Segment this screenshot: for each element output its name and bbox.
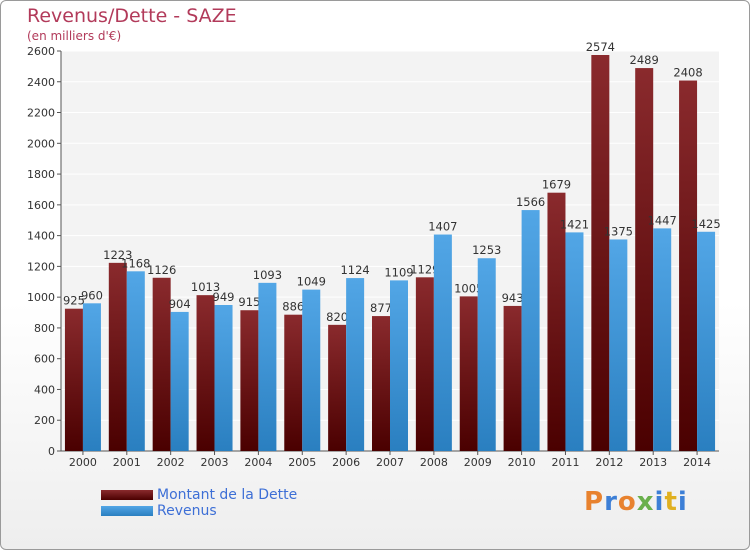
y-tick-label: 400 xyxy=(34,383,55,396)
y-tick-label: 800 xyxy=(34,322,55,335)
bar-revenus xyxy=(433,234,452,451)
bar-dette xyxy=(547,192,566,451)
bar-dette xyxy=(152,277,171,451)
data-label-revenus: 1253 xyxy=(472,243,501,257)
y-tick-label: 600 xyxy=(34,353,55,366)
bar-revenus xyxy=(609,239,628,451)
bar-revenus xyxy=(302,289,321,451)
data-label-dette: 877 xyxy=(370,301,392,315)
bar-revenus xyxy=(126,271,145,451)
chart-subtitle: (en milliers d'€) xyxy=(27,29,122,43)
data-label-dette: 886 xyxy=(282,300,304,314)
data-label-dette: 915 xyxy=(238,295,260,309)
x-tick-label: 2006 xyxy=(332,456,360,469)
y-tick-label: 1000 xyxy=(27,291,55,304)
data-label-revenus: 1566 xyxy=(516,195,545,209)
data-label-dette: 1126 xyxy=(147,263,176,277)
data-label-revenus: 1124 xyxy=(340,263,369,277)
data-label-dette: 1223 xyxy=(103,248,132,262)
bar-revenus xyxy=(697,231,716,451)
data-label-revenus: 1049 xyxy=(297,275,326,289)
data-label-dette: 1005 xyxy=(454,281,483,295)
bar-revenus xyxy=(390,280,408,451)
y-tick-label: 1800 xyxy=(27,168,55,181)
data-label-dette: 2408 xyxy=(673,66,702,80)
bar-dette xyxy=(679,80,698,452)
data-label-revenus: 949 xyxy=(213,290,235,304)
data-label-revenus: 960 xyxy=(81,288,103,302)
data-label-revenus: 904 xyxy=(169,297,191,311)
y-tick-label: 1600 xyxy=(27,199,55,212)
bar-revenus xyxy=(565,232,584,451)
y-tick-label: 200 xyxy=(34,414,55,427)
data-label-revenus: 1375 xyxy=(604,224,633,238)
data-label-revenus: 1421 xyxy=(560,217,589,231)
data-label-dette: 820 xyxy=(326,310,348,324)
x-tick-label: 2007 xyxy=(376,456,404,469)
bar-dette xyxy=(240,310,259,451)
data-label-revenus: 1168 xyxy=(121,256,150,270)
x-tick-label: 2012 xyxy=(595,456,623,469)
bar-dette xyxy=(459,296,478,451)
y-tick-label: 0 xyxy=(48,445,55,458)
x-tick-label: 2009 xyxy=(464,456,492,469)
bar-revenus xyxy=(214,305,233,451)
x-tick-label: 2000 xyxy=(69,456,97,469)
x-tick-label: 2011 xyxy=(551,456,579,469)
data-label-dette: 2574 xyxy=(586,40,615,54)
y-tick-label: 2200 xyxy=(27,107,55,120)
legend-swatch-dette xyxy=(101,490,153,500)
chart-title: Revenus/Dette - SAZE xyxy=(27,5,237,27)
bar-dette xyxy=(635,68,654,452)
x-tick-label: 2003 xyxy=(201,456,229,469)
data-label-dette: 2489 xyxy=(630,53,659,67)
x-tick-label: 2005 xyxy=(288,456,316,469)
legend-label-dette: Montant de la Dette xyxy=(157,487,298,503)
data-label-dette: 1013 xyxy=(191,280,220,294)
y-tick-label: 1200 xyxy=(27,260,55,273)
bar-dette xyxy=(64,308,83,451)
legend-label-revenus: Revenus xyxy=(157,503,217,519)
x-tick-label: 2001 xyxy=(113,456,141,469)
y-tick-label: 2400 xyxy=(27,76,55,89)
x-tick-label: 2014 xyxy=(683,456,711,469)
bar-revenus xyxy=(346,278,365,451)
bar-revenus xyxy=(258,282,277,451)
x-tick-label: 2004 xyxy=(244,456,272,469)
data-label-dette: 1129 xyxy=(410,262,439,276)
legend-swatch-revenus xyxy=(101,506,153,516)
bar-dette xyxy=(328,324,347,451)
data-label-revenus: 1447 xyxy=(648,213,677,227)
data-label-dette: 943 xyxy=(502,291,524,305)
data-label-dette: 1679 xyxy=(542,178,571,192)
bar-revenus xyxy=(653,228,672,451)
data-label-dette: 925 xyxy=(63,294,85,308)
data-label-revenus: 1109 xyxy=(384,265,413,279)
bar-dette xyxy=(591,55,610,451)
bar-dette xyxy=(196,295,215,451)
x-tick-label: 2002 xyxy=(157,456,185,469)
bar-dette xyxy=(372,316,390,451)
x-tick-label: 2010 xyxy=(508,456,536,469)
y-tick-label: 2000 xyxy=(27,137,55,150)
bar-revenus xyxy=(477,258,496,451)
x-tick-label: 2008 xyxy=(420,456,448,469)
y-tick-label: 1400 xyxy=(27,230,55,243)
data-label-revenus: 1093 xyxy=(253,268,282,282)
proxiti-logo: Proxiti xyxy=(584,487,688,517)
bar-dette xyxy=(108,262,127,451)
bar-dette xyxy=(503,305,522,451)
bar-revenus xyxy=(521,210,540,451)
x-tick-label: 2013 xyxy=(639,456,667,469)
data-label-revenus: 1407 xyxy=(428,220,457,234)
bar-dette xyxy=(415,277,434,451)
bar-dette xyxy=(284,314,303,451)
y-tick-label: 2600 xyxy=(27,45,55,58)
bar-revenus xyxy=(82,303,101,451)
bar-revenus xyxy=(170,311,189,451)
data-label-revenus: 1425 xyxy=(691,217,720,231)
